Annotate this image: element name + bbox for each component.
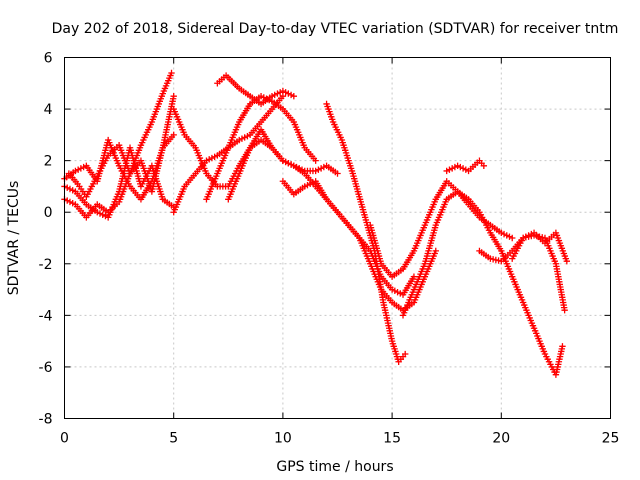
x-tick-label: 15 (383, 431, 401, 447)
x-tick-label: 5 (169, 431, 178, 447)
series-track-14 (399, 188, 566, 378)
data-point-plus (312, 157, 319, 164)
series-track-12 (279, 157, 439, 314)
data-point-plus (402, 350, 409, 358)
axis-ticks: 0 5 10 15 20 25 -8 -6 -4 -2 0 2 4 6 (39, 51, 620, 447)
x-tick-label: 0 (60, 431, 69, 447)
y-tick-label: -6 (39, 360, 53, 376)
series-track-8 (214, 72, 298, 108)
x-tick-label: 20 (492, 431, 510, 447)
y-axis-label: SDTVAR / TECUs (6, 181, 22, 296)
plot-frame (64, 57, 611, 419)
y-tick-label: 6 (44, 51, 53, 67)
data-point-plus (432, 247, 439, 255)
data-point-plus (290, 92, 298, 100)
x-tick-label: 10 (274, 431, 292, 447)
data-point-plus (168, 69, 175, 77)
y-tick-label: -8 (39, 412, 53, 428)
y-tick-label: 4 (44, 102, 53, 118)
y-tick-label: 2 (44, 154, 53, 170)
series-track-17 (509, 229, 571, 265)
y-tick-label: -4 (39, 308, 53, 324)
data-point-plus (559, 343, 566, 350)
y-tick-label: -2 (39, 257, 53, 273)
data-point-plus (563, 258, 571, 265)
data-point-plus (170, 131, 177, 139)
series-track-7 (203, 92, 319, 203)
y-tick-label: 0 (44, 205, 53, 221)
series-track-4 (65, 69, 175, 200)
data-point-plus (170, 92, 177, 100)
x-axis-label: GPS time / hours (276, 459, 393, 475)
data-point-plus (334, 170, 341, 177)
data-point-plus (561, 307, 568, 314)
series-track-5 (170, 92, 287, 216)
data-point-plus (509, 234, 516, 242)
data-point-plus (410, 273, 418, 280)
x-tick-label: 25 (602, 431, 620, 447)
series-track-15 (443, 157, 488, 175)
data-point-plus (480, 162, 488, 169)
chart-title: Day 202 of 2018, Sidereal Day-to-day VTE… (52, 21, 619, 37)
series-markers (61, 69, 571, 378)
